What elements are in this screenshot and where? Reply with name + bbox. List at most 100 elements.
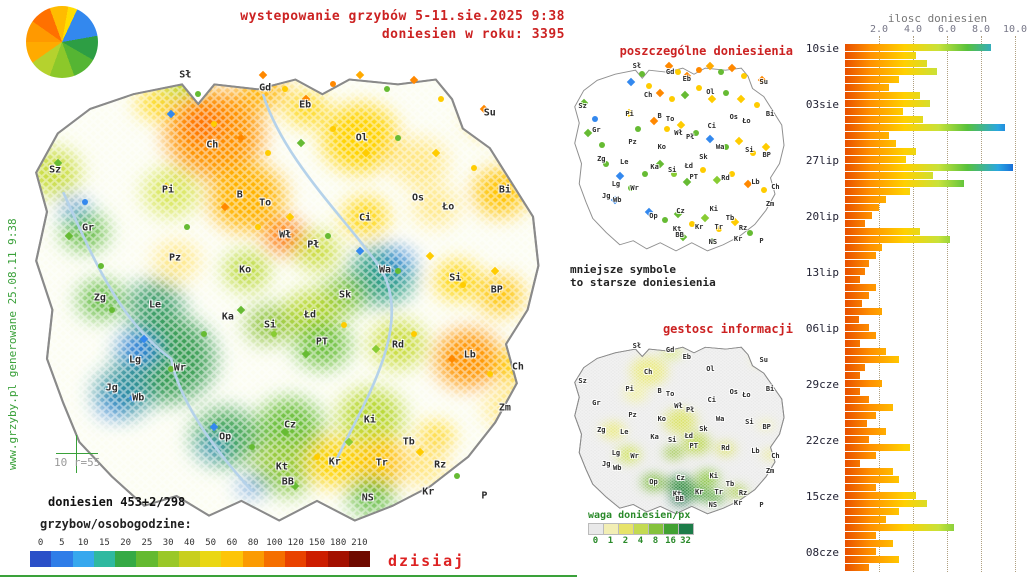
region-label-Kt: Kt	[672, 224, 682, 233]
region-label-Pi: Pi	[625, 110, 634, 119]
date-label: 22cze	[805, 434, 839, 447]
bar-row	[845, 124, 1017, 132]
report-bar	[845, 68, 937, 75]
chart-gridline	[947, 36, 948, 572]
region-label-P: P	[759, 500, 764, 509]
bar-row	[845, 556, 1017, 564]
report-bar	[845, 436, 869, 443]
report-bar	[845, 252, 876, 259]
region-label-Eb: Eb	[682, 74, 692, 83]
report-bar	[845, 284, 876, 291]
legend-value: 15	[98, 538, 110, 548]
report-bar	[845, 44, 992, 51]
main-map[interactable]: Sł Gd Eb Su Ol Ch Sz Pi B To Os Ło Bi Ci Wł Gr Pł Pz Ko Wa S…	[20, 55, 560, 545]
bar-row	[845, 388, 1017, 396]
report-marker	[281, 86, 288, 93]
report-marker	[688, 221, 695, 228]
density-legend-swatch	[617, 523, 634, 535]
report-marker	[646, 83, 652, 90]
individual-reports-map[interactable]: Sł Gd Eb Su Ol Ch Sz Pi B To Os Ło Bi Ci Wł Gr Pł Pz Ko Wa S…	[568, 58, 793, 261]
report-marker	[670, 170, 677, 177]
bar-row	[845, 172, 1017, 180]
report-marker	[598, 142, 605, 149]
report-bar	[845, 220, 866, 227]
report-marker	[265, 150, 272, 156]
region-label-NS: NS	[708, 237, 718, 246]
report-bar	[845, 236, 951, 243]
region-label-Cz: Cz	[676, 207, 685, 216]
region-label-BB: BB	[675, 495, 684, 504]
density-map[interactable]: Sł Gd Eb Su Ol Ch Sz Pi B To Os Ło Bi Ci Wł Gr Pł Pz Ko Wa S…	[568, 338, 793, 523]
region-label-Rd: Rd	[721, 443, 730, 452]
report-bar	[845, 260, 869, 267]
region-label-Os: Os	[411, 192, 424, 204]
bar-row	[845, 428, 1017, 436]
bar-row	[845, 540, 1017, 548]
report-bar	[845, 364, 866, 371]
region-label-Ci: Ci	[707, 395, 716, 404]
region-label-Pi: Pi	[161, 184, 174, 196]
report-marker	[81, 199, 88, 205]
region-label-PT: PT	[689, 172, 698, 181]
report-marker	[438, 96, 445, 103]
legend-cell: 210	[348, 538, 370, 567]
bar-row: 20lip	[806, 210, 1017, 223]
bar-row	[845, 356, 1017, 364]
report-marker	[211, 120, 218, 127]
date-label: 29cze	[805, 378, 839, 391]
bar-row	[845, 500, 1017, 508]
region-label-Sł: Sł	[632, 62, 642, 71]
legend-cell: 180	[327, 538, 349, 567]
report-marker	[470, 164, 477, 171]
density-legend: 0 1 2 4 8 16 32	[587, 523, 694, 546]
report-bar	[845, 116, 924, 123]
bar-row	[845, 404, 1017, 412]
region-label-Lg: Lg	[611, 449, 621, 458]
bar-row	[845, 92, 1017, 100]
region-label-Ci: Ci	[707, 121, 716, 130]
region-label-BP: BP	[490, 284, 503, 296]
report-bar	[845, 380, 883, 387]
region-label-Lb: Lb	[751, 447, 760, 456]
reports-map-caption-line2: to starsze doniesienia	[570, 276, 716, 289]
region-label-Su: Su	[483, 107, 496, 119]
region-label-Sk: Sk	[339, 289, 352, 301]
report-bar	[845, 332, 876, 339]
today-link[interactable]: dzisiaj	[388, 552, 466, 570]
legend-value: 210	[351, 538, 368, 548]
chart-gridline	[879, 36, 880, 572]
year-report-count: doniesien w roku: 3395	[381, 27, 565, 42]
report-bar	[845, 444, 910, 451]
report-bar	[845, 52, 917, 59]
region-label-Zm: Zm	[765, 467, 775, 476]
bar-row	[845, 364, 1017, 372]
bar-row	[845, 164, 1017, 172]
legend-value: 25	[141, 538, 153, 548]
region-label-Ol: Ol	[355, 132, 368, 144]
region-label-Kr: Kr	[694, 222, 704, 231]
region-label-Sł: Sł	[632, 341, 642, 350]
region-label-Rz: Rz	[738, 223, 748, 232]
report-marker	[740, 73, 747, 80]
bar-row: 22cze	[806, 434, 1017, 447]
bar-row	[845, 564, 1017, 572]
report-marker	[200, 331, 207, 338]
legend-value: 30	[162, 538, 174, 548]
bar-row	[845, 348, 1017, 356]
region-label-P: P	[481, 490, 488, 502]
report-bar	[845, 372, 861, 379]
region-label-Ch: Ch	[771, 451, 780, 460]
region-label-Łd: Łd	[303, 309, 316, 321]
chart-title: ilosc doniesien	[887, 12, 988, 25]
report-marker	[108, 306, 115, 313]
region-label-To: To	[665, 389, 675, 398]
density-legend-item: 1	[602, 523, 619, 546]
report-bar	[845, 500, 927, 507]
density-legend-value: 32	[680, 536, 691, 546]
report-marker	[695, 85, 702, 92]
region-label-Si: Si	[745, 146, 754, 155]
report-marker	[314, 453, 320, 460]
region-label-Op: Op	[649, 212, 658, 221]
region-label-BB: BB	[281, 476, 294, 488]
report-bar	[845, 356, 900, 363]
